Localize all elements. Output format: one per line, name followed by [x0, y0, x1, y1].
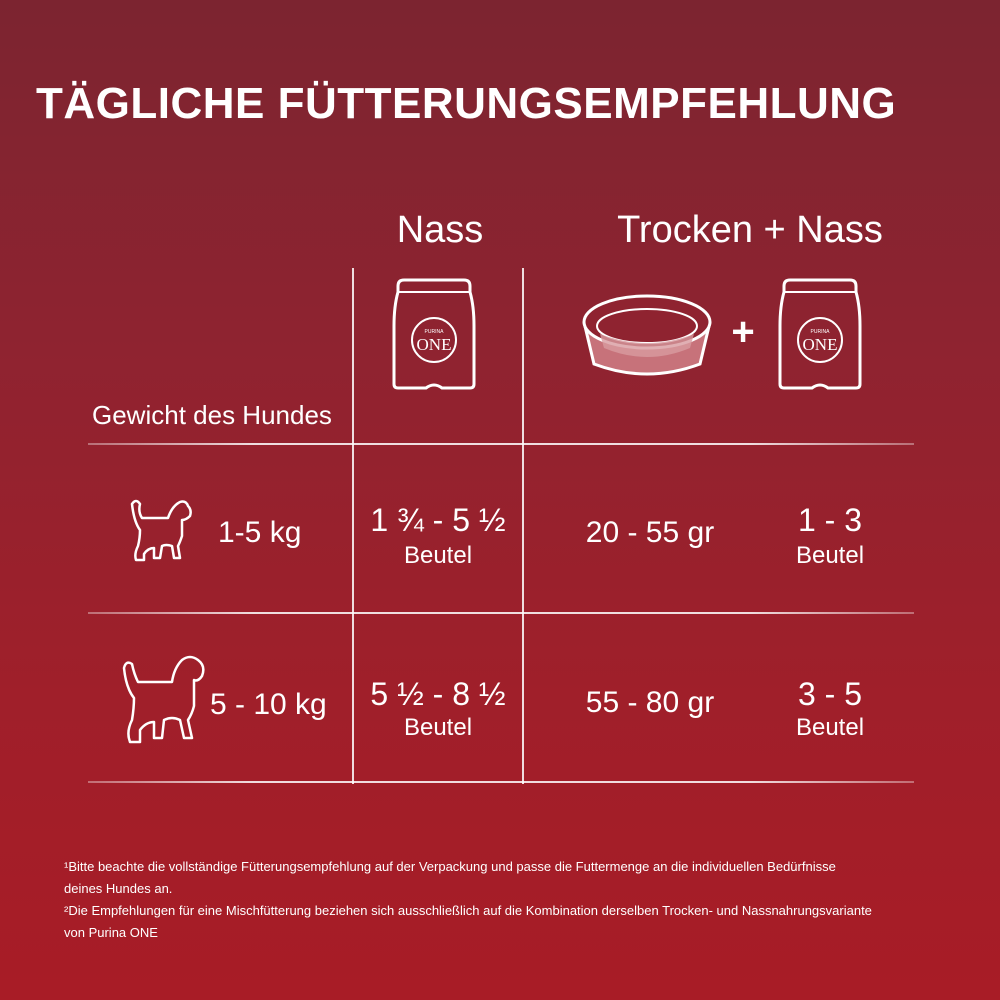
plus-sign: + — [731, 310, 755, 354]
wet-amount: 5 ½ - 8 ½ — [370, 676, 506, 712]
pouch-brand-small: PURINA — [811, 329, 831, 335]
pouch-icon: PURINA ONE — [392, 276, 476, 392]
medium-dog-icon — [118, 652, 208, 746]
mix-amount: 1 - 3 — [797, 502, 863, 538]
mix-unit: Beutel — [795, 542, 865, 569]
weight-label: Gewicht des Hundes — [92, 400, 332, 430]
wet-unit: Beutel — [403, 542, 473, 569]
dry-amount: 20 - 55 gr — [585, 516, 715, 549]
footnote-line: deines Hundes an. — [64, 881, 173, 896]
pouch-icon-mix: PURINA ONE — [778, 276, 862, 392]
wet-amount: 1 ¾ - 5 ½ — [370, 502, 506, 538]
row-divider-header — [88, 443, 914, 445]
pouch-brand-large: ONE — [803, 335, 838, 354]
row-divider-1 — [88, 612, 914, 614]
row-weight: 5 - 10 kg — [210, 688, 327, 721]
wet-unit: Beutel — [403, 714, 473, 741]
pouch-brand-small: PURINA — [425, 329, 445, 335]
row-weight: 1-5 kg — [218, 516, 302, 549]
column-header-wet: Nass — [396, 209, 484, 251]
footnotes: ¹Bitte beachte die vollständige Fütterun… — [64, 856, 964, 944]
footnote-line: von Purina ONE — [64, 925, 158, 940]
footnote-line: ¹Bitte beachte die vollständige Fütterun… — [64, 859, 836, 874]
dry-amount: 55 - 80 gr — [585, 686, 715, 719]
footnote-line: ²Die Empfehlungen für eine Mischfütterun… — [64, 903, 872, 918]
bowl-icon — [580, 292, 714, 378]
column-divider-1 — [352, 268, 354, 784]
column-header-dry-wet: Trocken + Nass — [617, 209, 883, 251]
small-dog-icon — [128, 496, 194, 564]
page-title: TÄGLICHE FÜTTERUNGSEMPFEHLUNG — [36, 79, 897, 128]
mix-amount: 3 - 5 — [797, 676, 863, 712]
mix-unit: Beutel — [795, 714, 865, 741]
row-divider-2 — [88, 781, 914, 783]
column-divider-2 — [522, 268, 524, 784]
pouch-brand-large: ONE — [417, 335, 452, 354]
